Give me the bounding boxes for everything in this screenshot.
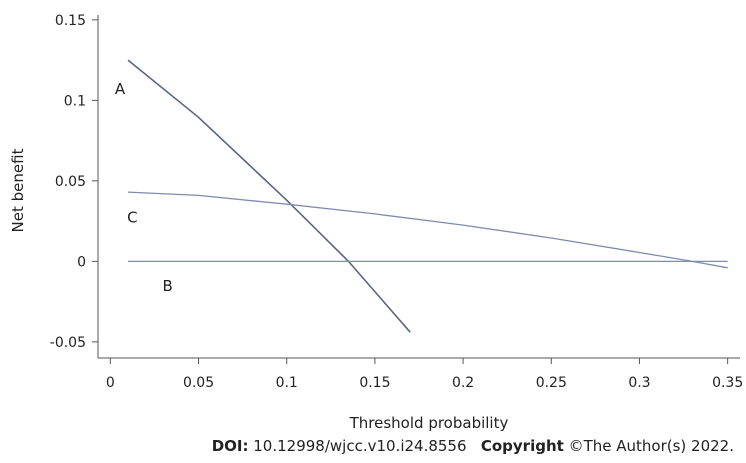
x-tick-label: 0.25 bbox=[536, 375, 567, 391]
x-tick-label: 0.15 bbox=[359, 375, 390, 391]
x-tick-label: 0.05 bbox=[183, 375, 214, 391]
series-group bbox=[127, 59, 728, 333]
x-axis-title: Threshold probability bbox=[349, 414, 509, 432]
curve-label-a: A bbox=[115, 80, 126, 98]
copyright-value: ©The Author(s) 2022. bbox=[568, 437, 734, 455]
y-tick-label: 0.15 bbox=[55, 13, 86, 29]
citation-footer: DOI: 10.12998/wjcc.v10.i24.8556 Copyrigh… bbox=[0, 437, 746, 455]
axes bbox=[97, 15, 740, 359]
x-tick-label: 0.1 bbox=[276, 375, 298, 391]
series-line-a bbox=[127, 59, 411, 333]
x-tick-label: 0.3 bbox=[628, 375, 650, 391]
y-tick-label: 0 bbox=[77, 254, 86, 270]
curve-label-group: A C B bbox=[115, 80, 173, 295]
y-axis-title: Net benefit bbox=[9, 148, 27, 232]
x-tick-label: 0 bbox=[106, 375, 115, 391]
curve-label-c: C bbox=[127, 209, 137, 227]
series-line-c bbox=[127, 191, 728, 269]
x-tick-label: 0.2 bbox=[452, 375, 474, 391]
curve-label-b: B bbox=[163, 277, 173, 295]
y-tick-label: -0.05 bbox=[50, 335, 86, 351]
doi-label: DOI: bbox=[211, 437, 249, 455]
y-tick-label: 0.1 bbox=[64, 93, 86, 109]
copyright-label: Copyright bbox=[480, 437, 564, 455]
x-tick-label: 0.35 bbox=[712, 375, 743, 391]
y-tick-label: 0.05 bbox=[55, 174, 86, 190]
doi-value: 10.12998/wjcc.v10.i24.8556 bbox=[253, 437, 467, 455]
tick-group: -0.05 0 0.05 0.1 0.15 0 0.05 0.1 0.15 0.2 0.25 0.3 0… bbox=[50, 13, 743, 391]
